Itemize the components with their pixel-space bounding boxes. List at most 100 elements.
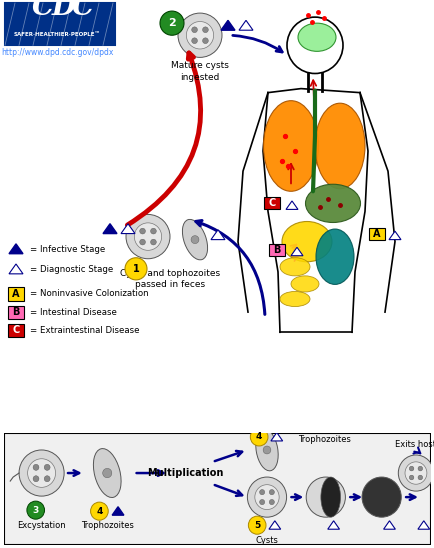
Text: 3: 3: [33, 506, 39, 515]
Circle shape: [150, 228, 156, 234]
Polygon shape: [9, 244, 23, 254]
Polygon shape: [417, 521, 429, 529]
Text: C: C: [72, 0, 94, 21]
Circle shape: [306, 477, 345, 517]
Polygon shape: [238, 20, 253, 30]
Circle shape: [27, 501, 44, 519]
Circle shape: [160, 11, 184, 35]
Ellipse shape: [314, 103, 364, 189]
Circle shape: [178, 13, 221, 58]
Text: = Diagnostic Stage: = Diagnostic Stage: [30, 265, 113, 275]
Text: 2: 2: [168, 18, 175, 28]
Polygon shape: [388, 231, 400, 239]
Polygon shape: [268, 521, 280, 529]
Text: Trophozoites: Trophozoites: [298, 436, 350, 444]
Text: A: A: [372, 229, 380, 238]
Ellipse shape: [290, 276, 318, 292]
Circle shape: [125, 258, 147, 280]
Circle shape: [191, 38, 197, 44]
Polygon shape: [270, 432, 282, 441]
Text: Trophozoites: Trophozoites: [81, 521, 133, 530]
Circle shape: [263, 446, 270, 454]
Ellipse shape: [182, 219, 207, 260]
Circle shape: [126, 214, 170, 259]
Circle shape: [191, 27, 197, 33]
Polygon shape: [327, 521, 339, 529]
Circle shape: [259, 499, 264, 505]
Circle shape: [191, 236, 198, 244]
Polygon shape: [220, 20, 234, 30]
Text: 5: 5: [253, 521, 260, 530]
Circle shape: [27, 459, 56, 487]
Polygon shape: [210, 230, 224, 239]
Text: http://www.dpd.cdc.gov/dpdx: http://www.dpd.cdc.gov/dpdx: [1, 48, 113, 58]
Circle shape: [139, 239, 145, 245]
Ellipse shape: [297, 23, 335, 52]
Polygon shape: [290, 247, 302, 256]
Polygon shape: [121, 224, 135, 233]
Circle shape: [33, 476, 39, 482]
Text: Cysts: Cysts: [255, 536, 278, 545]
Circle shape: [44, 476, 50, 482]
Circle shape: [398, 455, 433, 491]
Ellipse shape: [279, 258, 309, 276]
Circle shape: [19, 450, 64, 496]
Ellipse shape: [305, 184, 360, 222]
Text: C: C: [32, 0, 54, 21]
Text: 4: 4: [255, 432, 262, 442]
Text: 1: 1: [132, 264, 139, 274]
Circle shape: [254, 484, 279, 510]
Text: B: B: [273, 245, 280, 255]
Text: C: C: [268, 198, 275, 208]
Polygon shape: [285, 201, 297, 209]
Text: D: D: [52, 0, 76, 21]
Circle shape: [202, 27, 208, 33]
FancyBboxPatch shape: [8, 324, 24, 337]
Text: A: A: [12, 289, 20, 299]
Circle shape: [202, 38, 208, 44]
Ellipse shape: [281, 221, 331, 262]
Text: SAFER·HEALTHIER·PEOPLE™: SAFER·HEALTHIER·PEOPLE™: [13, 32, 100, 37]
Circle shape: [248, 516, 266, 534]
Circle shape: [44, 464, 50, 470]
Circle shape: [269, 489, 274, 495]
Text: = Noninvasive Colonization: = Noninvasive Colonization: [30, 289, 148, 299]
FancyBboxPatch shape: [263, 197, 279, 209]
Circle shape: [250, 428, 267, 446]
Circle shape: [33, 464, 39, 470]
Text: = Infective Stage: = Infective Stage: [30, 245, 105, 254]
Polygon shape: [9, 264, 23, 274]
Circle shape: [259, 489, 264, 495]
Text: Mature cysts
ingested: Mature cysts ingested: [171, 61, 228, 82]
Ellipse shape: [255, 429, 278, 471]
Circle shape: [150, 239, 156, 245]
FancyBboxPatch shape: [5, 3, 115, 45]
Text: = Intestinal Disease: = Intestinal Disease: [30, 307, 117, 317]
Circle shape: [139, 228, 145, 234]
Text: 4: 4: [96, 507, 102, 516]
Text: Multiplication: Multiplication: [147, 468, 224, 478]
Text: Exits host: Exits host: [395, 440, 434, 449]
Circle shape: [408, 475, 413, 480]
Circle shape: [417, 475, 422, 480]
Ellipse shape: [320, 477, 340, 517]
Circle shape: [417, 466, 422, 471]
Text: Excystation: Excystation: [17, 521, 66, 530]
Circle shape: [134, 223, 161, 250]
Circle shape: [361, 477, 400, 517]
FancyBboxPatch shape: [4, 433, 430, 545]
Circle shape: [269, 499, 274, 505]
Text: Cysts and tophozoites
passed in feces: Cysts and tophozoites passed in feces: [120, 269, 220, 289]
Ellipse shape: [279, 292, 309, 306]
FancyBboxPatch shape: [8, 288, 24, 300]
FancyBboxPatch shape: [368, 227, 384, 239]
Ellipse shape: [263, 101, 318, 191]
Circle shape: [408, 466, 413, 471]
Circle shape: [404, 462, 426, 484]
FancyBboxPatch shape: [8, 306, 24, 318]
FancyBboxPatch shape: [268, 244, 284, 256]
Ellipse shape: [93, 449, 121, 498]
Text: = Extraintestinal Disease: = Extraintestinal Disease: [30, 326, 139, 335]
Polygon shape: [112, 507, 124, 515]
Circle shape: [90, 502, 108, 520]
